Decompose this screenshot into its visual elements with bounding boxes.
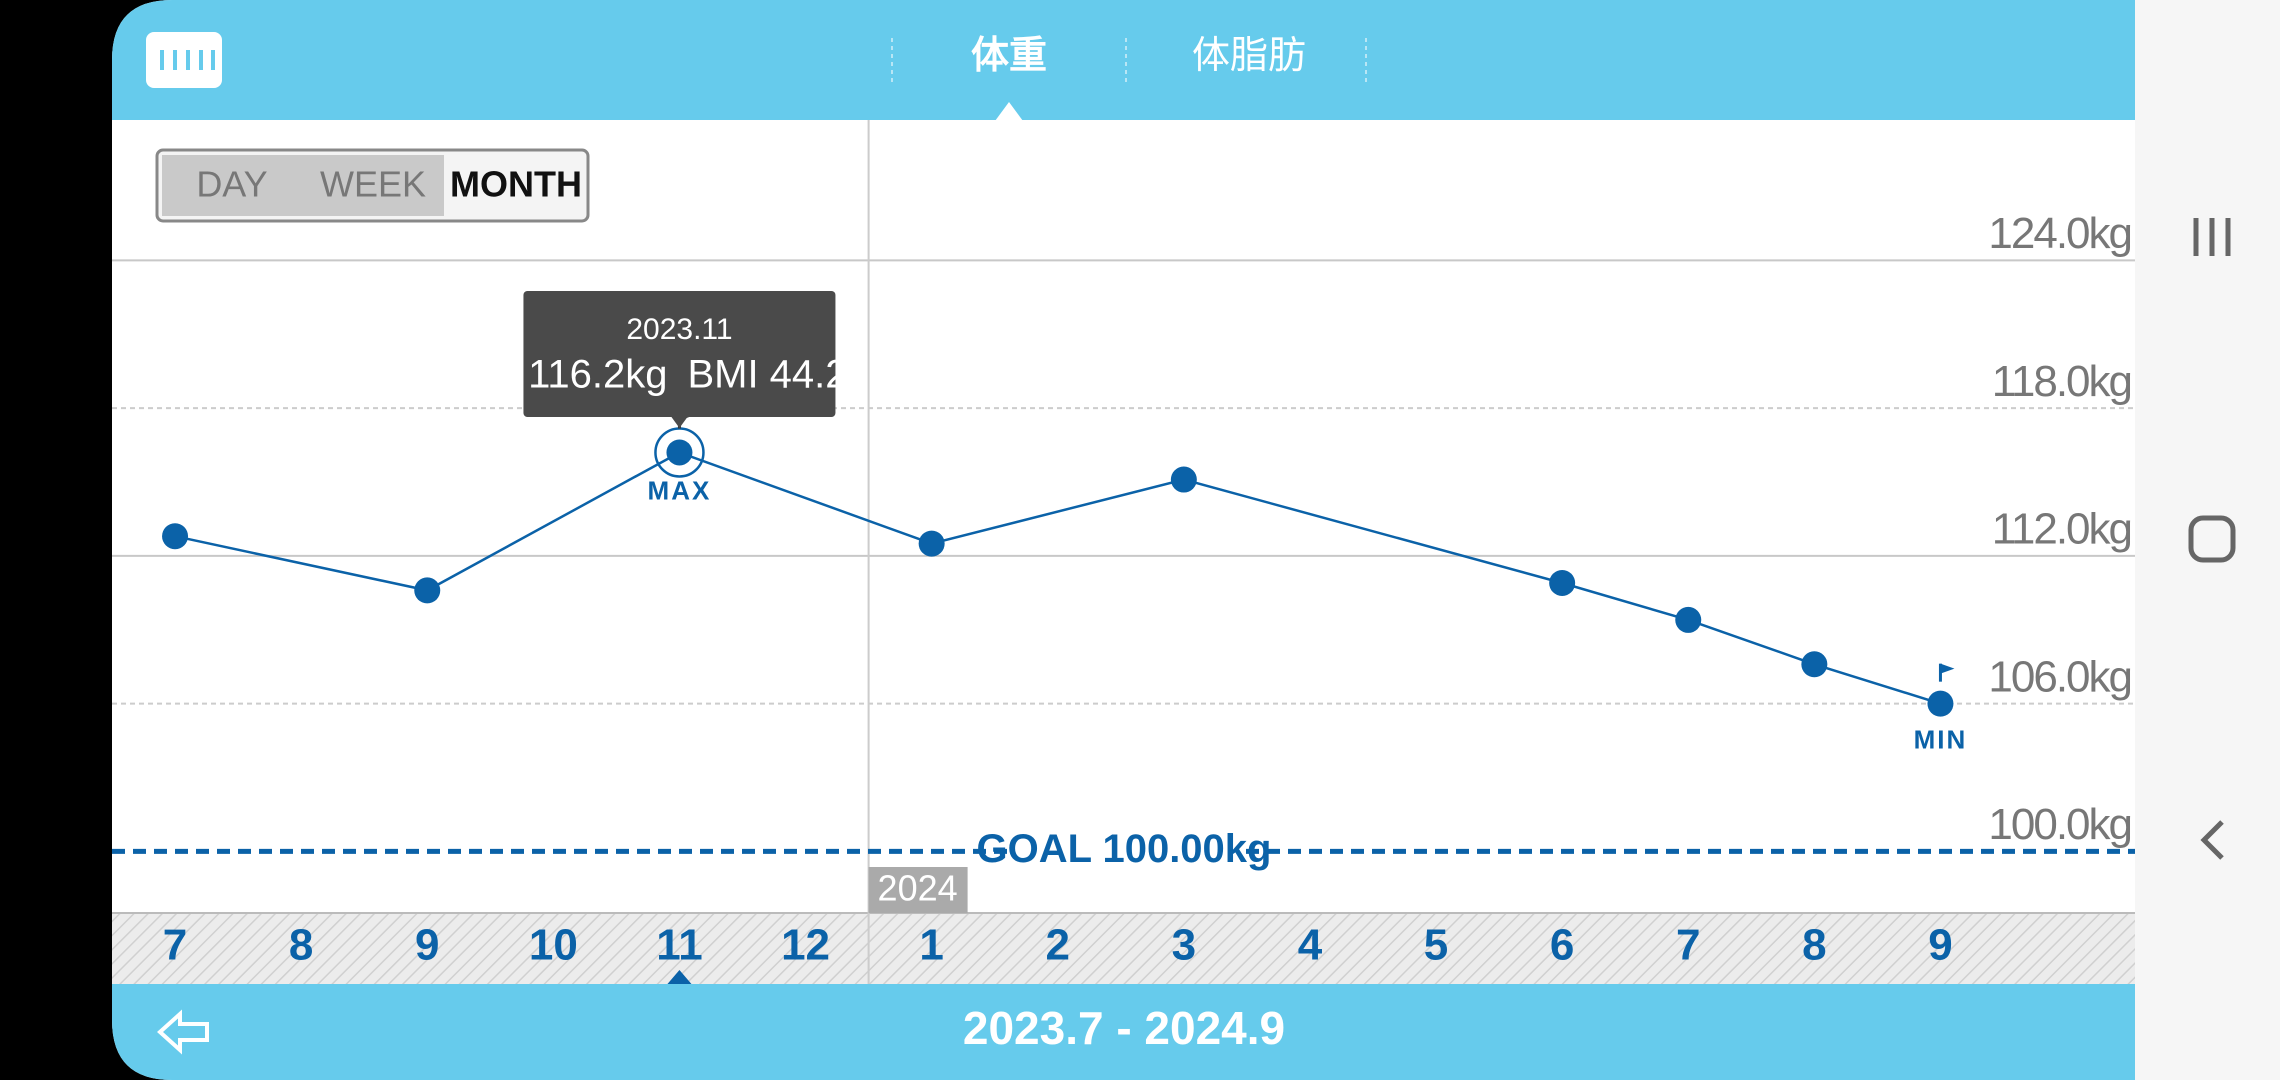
x-tick-label: 9 — [1928, 921, 1952, 970]
x-tick-label: 7 — [163, 921, 187, 970]
x-tick-label: 9 — [415, 921, 439, 970]
x-tick-label: 4 — [1298, 921, 1323, 970]
date-range: 2023.7 - 2024.9 — [963, 1002, 1285, 1054]
x-axis-strip — [112, 913, 2135, 984]
data-point — [162, 523, 189, 550]
range-button-bg — [162, 155, 302, 216]
tooltip-pointer — [671, 417, 688, 428]
nav-bar — [2135, 0, 2280, 1080]
x-tick-label: 1 — [919, 921, 943, 970]
x-tick-label: 2 — [1046, 921, 1070, 970]
data-point — [1801, 651, 1828, 678]
range-button[interactable]: WEEK — [320, 164, 426, 205]
flag — [1940, 663, 1955, 674]
x-tick-label: 12 — [781, 921, 830, 970]
y-tick-label: 124.0kg — [1988, 209, 2131, 258]
app-icon — [146, 32, 222, 88]
x-tick-label: 11 — [656, 921, 703, 970]
year-label-bg — [868, 867, 968, 913]
data-point — [666, 439, 693, 466]
data-point — [1927, 690, 1954, 717]
min-label: MIN — [1914, 725, 1968, 755]
tooltip-weight: 116.2kg — [528, 353, 667, 397]
range-selector: DAY WEEK MONTH — [155, 148, 590, 223]
goal-label: GOAL 100.00kg — [977, 827, 1272, 871]
selected-marker — [667, 970, 692, 984]
data-point — [918, 530, 945, 557]
range-button[interactable]: MONTH — [450, 164, 582, 205]
max-label: MAX — [648, 475, 712, 505]
tab-pointer — [995, 102, 1023, 121]
year-label: 2024 — [878, 868, 958, 909]
footer — [112, 984, 2135, 1080]
app: 体重 体脂肪 DAY WEEK MONTH 124.0kg 118.0kg 112.… — [112, 0, 2135, 1080]
data-point — [1675, 606, 1702, 633]
x-tick-label: 6 — [1550, 921, 1574, 970]
tab[interactable]: 体脂肪 — [1192, 35, 1306, 77]
nav-home[interactable] — [2188, 515, 2236, 563]
range-button-bg — [444, 155, 583, 216]
x-tick-label: 5 — [1424, 921, 1448, 970]
data-point — [414, 577, 441, 604]
x-tick-label: 7 — [1676, 921, 1700, 970]
back-button[interactable] — [157, 1009, 209, 1055]
tooltip — [523, 291, 836, 417]
x-tick-label: 3 — [1172, 921, 1196, 970]
tooltip-bmi: BMI 44.2 — [687, 353, 847, 397]
y-tick-label: 112.0kg — [1992, 505, 2131, 554]
data-point — [1549, 569, 1576, 596]
plot: 124.0kg 118.0kg 112.0kg 106.0kg 100.0kg 2024 G… — [112, 120, 2135, 984]
y-tick-label: 100.0kg — [1988, 800, 2131, 849]
x-tick-label: 10 — [529, 921, 578, 970]
header — [112, 0, 2135, 120]
nav-back[interactable] — [2200, 820, 2224, 860]
nav-recent[interactable] — [2193, 218, 2231, 256]
data-point — [1170, 466, 1197, 493]
range-button[interactable]: DAY — [196, 164, 267, 205]
y-tick-label: 106.0kg — [1988, 652, 2131, 701]
x-tick-label: 8 — [289, 921, 313, 970]
range-button-bg — [302, 155, 444, 216]
tooltip-title: 2023.11 — [626, 313, 732, 346]
y-tick-label: 118.0kg — [1992, 357, 2131, 406]
tab[interactable]: 体重 — [971, 35, 1047, 77]
goal-label-bg — [1008, 827, 1240, 876]
x-tick-label: 8 — [1802, 921, 1826, 970]
